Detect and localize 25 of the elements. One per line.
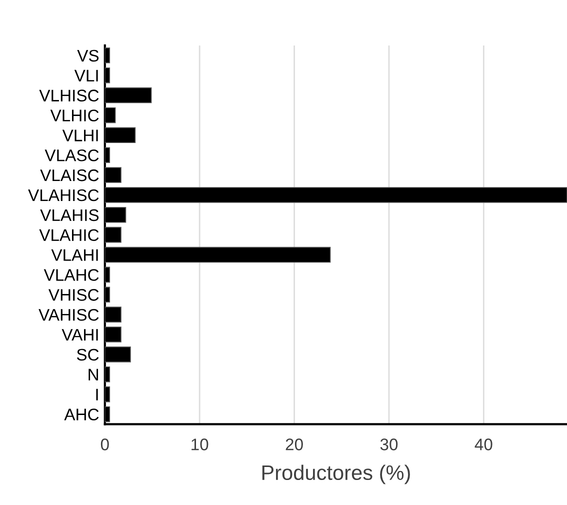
y-tick-label: VLHI — [62, 130, 98, 142]
y-tick-label: VS — [77, 50, 99, 62]
y-tick-label: VLHISC — [39, 90, 99, 102]
x-tick-label: 10 — [192, 438, 208, 450]
y-tick-label: VLAHISC — [28, 189, 99, 202]
y-tick-label: VLAISC — [40, 169, 99, 182]
y-tick-label: SC — [76, 348, 99, 361]
y-tick-label: VLAHC — [44, 269, 99, 281]
y-tick-label: VLI — [74, 70, 98, 82]
y-tick-label: VHISC — [48, 289, 99, 301]
x-tick-label: 20 — [286, 438, 303, 450]
y-tick-label: VAHISC — [38, 308, 99, 321]
y-tick-label: VAHI — [62, 329, 98, 341]
y-tick-label: VLAHI — [51, 249, 98, 261]
y-tick-label: VLAHIS — [40, 209, 99, 222]
y-tick-label: VLAHIC — [39, 229, 99, 242]
y-tick-label: N — [88, 368, 98, 380]
y-tick-label: I — [96, 388, 98, 400]
x-axis-title: Productores (%) — [262, 464, 410, 484]
y-tick-label: VLASC — [44, 149, 99, 162]
x-tick-label: 30 — [380, 438, 398, 450]
x-tick-label: 40 — [474, 438, 492, 450]
y-tick-label: AHC — [64, 408, 99, 420]
x-tick-label: 0 — [100, 438, 109, 450]
y-tick-label: VLHIC — [50, 110, 99, 122]
